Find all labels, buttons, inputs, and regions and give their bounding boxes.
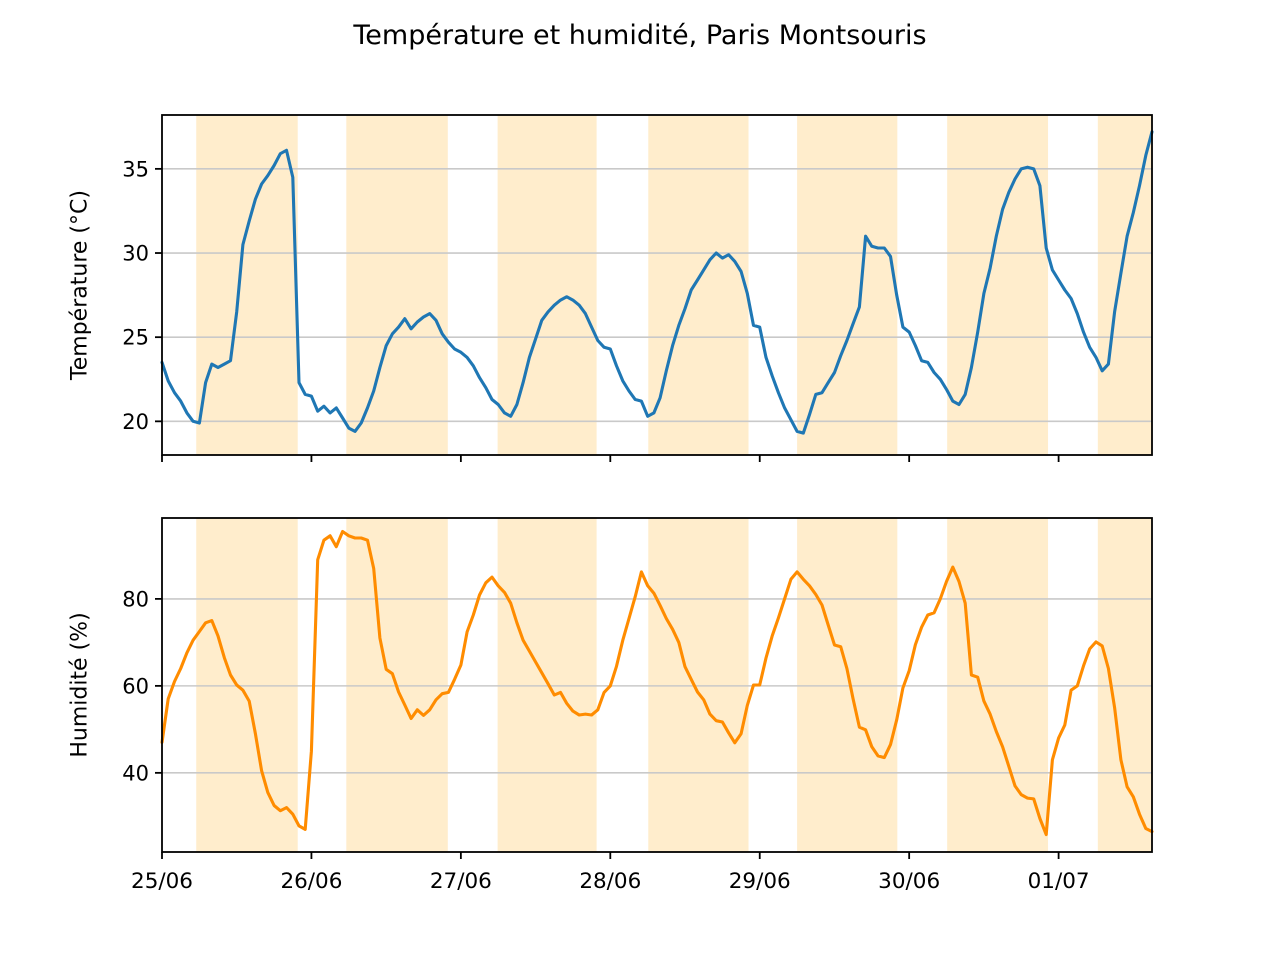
daytime-band xyxy=(648,518,749,852)
x-tick-label: 01/07 xyxy=(1028,869,1090,894)
temperature-y-tick-label: 25 xyxy=(122,326,149,350)
temperature-y-tick-label: 20 xyxy=(122,410,149,434)
x-tick-label: 25/06 xyxy=(131,869,193,894)
daytime-band xyxy=(196,115,298,455)
humidity-y-tick-label: 40 xyxy=(122,761,149,785)
x-tick-label: 26/06 xyxy=(280,869,342,894)
x-tick-label: 28/06 xyxy=(579,869,641,894)
daytime-band xyxy=(1097,518,1152,852)
humidity-y-tick-label: 80 xyxy=(122,587,149,611)
chart-title: Température et humidité, Paris Montsouri… xyxy=(353,20,927,51)
humidity-line xyxy=(160,529,1154,837)
daytime-band xyxy=(196,518,298,852)
temperature-y-tick-label: 35 xyxy=(122,157,149,181)
daytime-band xyxy=(797,518,898,852)
daytime-band xyxy=(648,115,749,455)
daytime-band xyxy=(947,518,1049,852)
daytime-band xyxy=(947,115,1049,455)
x-tick-label: 29/06 xyxy=(729,869,791,894)
x-tick-label: 30/06 xyxy=(878,869,940,894)
daytime-band xyxy=(497,115,597,455)
daytime-band xyxy=(346,115,448,455)
temperature-axes-border xyxy=(161,114,1153,456)
temperature-line xyxy=(160,130,1154,435)
temperature-y-tick-label: 30 xyxy=(122,242,149,266)
x-tick-label: 27/06 xyxy=(430,869,492,894)
humidity-y-tick-label: 60 xyxy=(122,674,149,698)
